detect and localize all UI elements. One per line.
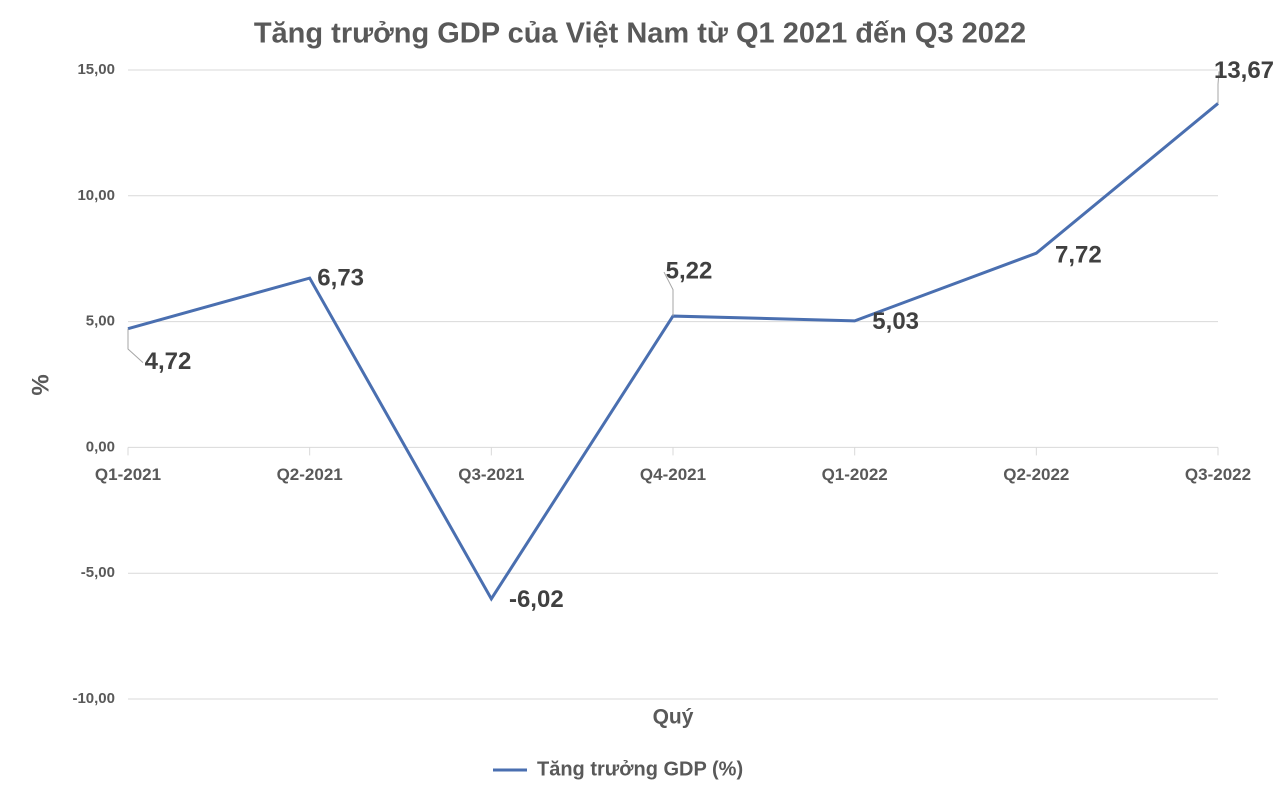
x-tick-label: Q1-2021: [95, 465, 161, 484]
y-tick-label: -5,00: [81, 564, 115, 581]
y-tick-label: 15,00: [77, 61, 115, 78]
x-tick-label: Q3-2022: [1185, 465, 1251, 484]
y-tick-label: 5,00: [86, 313, 115, 330]
data-label: 13,67: [1214, 57, 1274, 84]
x-tick-label: Q4-2021: [640, 465, 706, 484]
data-label: 4,72: [145, 348, 192, 375]
legend-label: Tăng trưởng GDP (%): [537, 758, 743, 780]
data-label: 5,03: [872, 308, 919, 335]
data-label: -6,02: [509, 586, 564, 613]
data-label: 5,22: [666, 257, 713, 284]
leader-line: [663, 271, 674, 317]
x-tick-label: Q2-2021: [277, 465, 343, 484]
x-axis-label: Quý: [653, 706, 694, 729]
y-tick-label: 0,00: [86, 438, 115, 455]
y-axis-label: %: [27, 374, 54, 395]
x-tick-label: Q1-2022: [822, 465, 888, 484]
data-label: 6,73: [317, 264, 364, 291]
data-label: 7,72: [1055, 242, 1102, 269]
x-tick-label: Q2-2022: [1003, 465, 1069, 484]
y-tick-label: -10,00: [72, 690, 115, 707]
y-tick-label: 10,00: [77, 187, 115, 204]
leader-line: [1217, 71, 1220, 104]
chart-title: Tăng trưởng GDP của Việt Nam từ Q1 2021 …: [254, 18, 1026, 50]
x-tick-label: Q3-2021: [458, 465, 524, 484]
leader-line: [127, 328, 144, 364]
data-line: [127, 102, 1219, 602]
